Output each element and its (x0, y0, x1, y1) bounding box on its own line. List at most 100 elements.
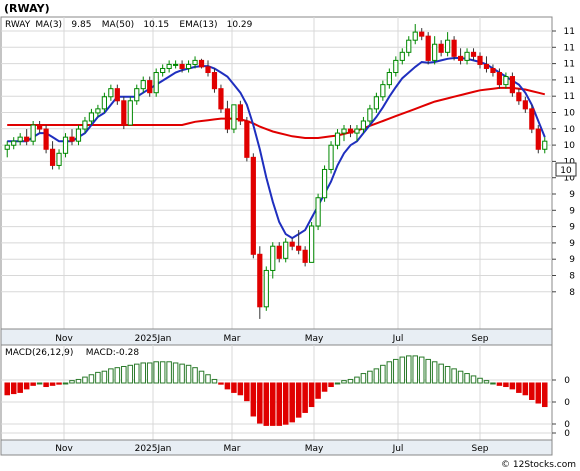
macd-x-label: Jul (392, 444, 404, 454)
candles (4, 24, 548, 319)
macd-x-label: May (305, 444, 324, 454)
macd-bar (88, 374, 95, 384)
macd-bar (269, 382, 276, 426)
price-y-tick-label: 9 (569, 206, 575, 216)
price-x-label: Mar (224, 334, 241, 344)
macd-bar (133, 363, 140, 384)
candle-body (121, 100, 127, 126)
candle-body (108, 88, 114, 98)
last-price-box (555, 162, 577, 177)
candle-body (373, 96, 379, 110)
candle-body (62, 136, 69, 154)
price-y-tick-label: 10 (564, 125, 576, 135)
macd-bar (483, 380, 490, 384)
candle-body (88, 112, 95, 122)
macd-bar (56, 382, 62, 385)
macd-bar (289, 382, 295, 423)
candle-body (30, 124, 36, 142)
macd-bar (302, 382, 308, 413)
macd-bar (172, 362, 179, 384)
macd-bar (192, 367, 198, 384)
candle-body (166, 63, 172, 69)
price-legend-item: MA(50) (102, 20, 134, 30)
price-y-tick-label: 10 (564, 141, 576, 151)
macd-y-tick-label: 0 (564, 429, 570, 439)
macd-legend: MACD(26,12,9) MACD:-0.28 (5, 348, 139, 358)
candle-body (127, 100, 133, 126)
macd-bar (10, 382, 17, 395)
candle-body (289, 241, 295, 247)
price-y-tick-label: 11 (564, 92, 575, 102)
macd-bar (49, 382, 56, 386)
candle-body (399, 51, 405, 61)
price-y-tick-label: 9 (569, 223, 575, 233)
price-y-tick-label: 9 (569, 190, 575, 200)
macd-bar (69, 380, 75, 384)
ma-long-series (7, 86, 546, 139)
candle-body (270, 245, 276, 271)
candle-body (218, 88, 224, 110)
price-y-tick-label: 9 (569, 255, 575, 265)
candle-body (82, 120, 88, 130)
price-legend-item: EMA(13) (179, 20, 217, 30)
candle-body (438, 43, 444, 53)
macd-bar (30, 382, 36, 386)
macd-bar (354, 376, 360, 384)
candle-body (419, 31, 425, 37)
macd-bar (140, 362, 147, 384)
macd-bars (4, 355, 548, 426)
macd-bar (205, 374, 211, 384)
candle-body (296, 245, 302, 251)
price-y-tick-label: 11 (564, 43, 575, 53)
ticker-title: (RWAY) (4, 2, 50, 15)
macd-bar (328, 382, 334, 388)
price-x-label: May (305, 334, 324, 344)
macd-bar (516, 382, 522, 393)
candle-body (56, 152, 62, 166)
macd-bar (315, 382, 321, 399)
macd-x-label: 2025Jan (135, 444, 172, 454)
candle-body (360, 120, 367, 130)
candle-body (334, 132, 341, 146)
candle-body (250, 156, 256, 255)
macd-bar (490, 382, 496, 385)
candle-body (535, 128, 541, 150)
candle-body (380, 84, 386, 98)
macd-bar (17, 382, 23, 393)
candle-body (464, 51, 470, 61)
macd-bar (276, 382, 283, 426)
candle-body (328, 144, 334, 170)
candle-body (483, 63, 490, 69)
price-legend-item: 9.85 (71, 20, 91, 30)
price-x-label: Nov (55, 334, 73, 344)
candle-body (224, 108, 231, 130)
candle-body (432, 43, 438, 61)
candle-body (134, 88, 140, 102)
candle-body (503, 76, 509, 86)
macd-bar (399, 356, 406, 384)
candle-body (542, 140, 548, 150)
macd-bar (95, 371, 101, 384)
candle-body (140, 80, 146, 90)
macd-bar (541, 382, 548, 408)
candle-body (516, 92, 522, 102)
macd-bar (166, 361, 172, 384)
macd-bar (522, 382, 529, 396)
price-panel (0, 16, 553, 330)
candle-body (211, 72, 218, 90)
macd-bar (503, 382, 509, 388)
macd-bar (4, 382, 11, 396)
date-axis-band (0, 328, 553, 346)
macd-bar (101, 370, 108, 384)
macd-bar (418, 356, 425, 384)
macd-bar (360, 373, 367, 384)
price-y-tick-label: 10 (564, 157, 576, 167)
candle-body (302, 249, 308, 263)
macd-bar (185, 364, 192, 384)
candle-body (509, 76, 515, 94)
macd-x-label: Sep (472, 444, 489, 454)
candle-body (490, 67, 496, 74)
price-x-label: Sep (472, 334, 489, 344)
